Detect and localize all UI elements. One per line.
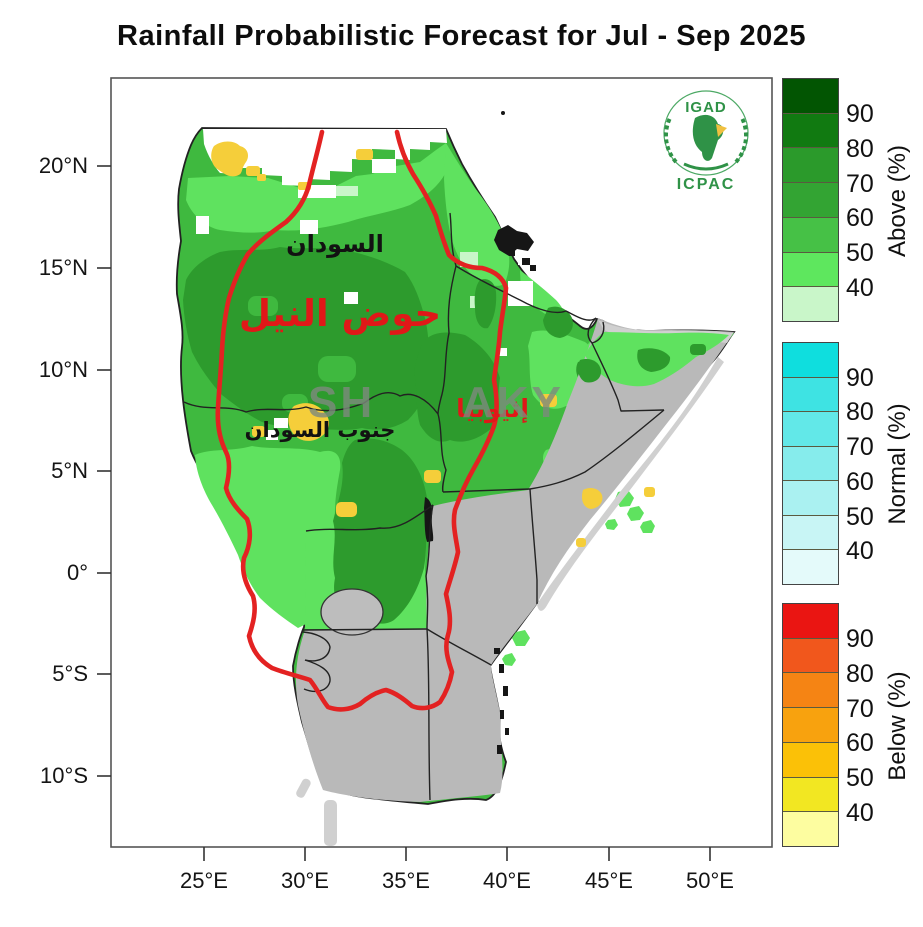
legend-swatch [783,638,838,674]
legend-swatch [783,742,838,778]
legend-swatch [783,148,838,184]
axis-ticks [97,165,711,861]
y-tick-5s: 5°S [52,661,88,686]
legend-normal-title: Normal (%) [884,403,911,525]
legend-swatch [783,604,838,639]
legend-below-70: 70 [846,695,874,723]
y-tick-0: 0° [66,560,88,585]
legend-below-40: 40 [846,799,874,827]
label-south-sudan: جنوب السودان [244,418,396,442]
legend-swatch [783,412,838,447]
legend-swatch [783,343,838,378]
lake-victoria [320,588,384,636]
nile-basin-boundary [215,129,509,712]
legend-normal-40: 40 [846,537,874,565]
legend-swatch [783,550,838,585]
plot-frame [110,77,773,848]
x-tick-50e: 50°E [686,868,734,893]
page-title: Rainfall Probabilistic Forecast for Jul … [117,20,806,52]
legend-above-60: 60 [846,204,874,232]
x-tick-45e: 45°E [585,868,633,893]
legend-swatch [783,252,838,288]
legend-bar-below [782,603,839,847]
legend-normal-50: 50 [846,503,874,531]
legend-above-title: Above (%) [884,144,911,258]
legend-swatch [783,777,838,813]
legend-swatch [783,217,838,253]
legend-below-90: 90 [846,625,874,653]
legend-swatch [783,481,838,516]
legend-below-60: 60 [846,729,874,757]
legend-normal-90: 90 [846,364,874,392]
logo-africa-shape [692,114,724,161]
logo-horn-shape [716,124,727,137]
y-tick-10s: 10°S [40,763,88,788]
label-nile-basin: حوض النيل [238,292,442,335]
black-marks [424,111,536,754]
logo-icpac-text: ICPAC [676,176,736,193]
logo-igad-text: IGAD [685,99,727,116]
legend-below-title: Below (%) [884,671,911,781]
y-tick-10n: 10°N [38,357,88,382]
legend-above-40: 40 [846,274,874,302]
igad-logo [663,90,749,176]
somaliland-dark-specks [577,344,706,383]
legend-below-50: 50 [846,764,874,792]
legend-below-80: 80 [846,660,874,688]
country-borders [183,212,665,801]
legend-swatch [783,79,838,114]
legend-normal-80: 80 [846,398,874,426]
legend-normal-70: 70 [846,433,874,461]
label-ethiopia: إثيوبيا [456,394,529,423]
legend-swatch [783,377,838,413]
legend-swatch [783,673,838,709]
legend-swatch [783,287,838,322]
y-tick-20n: 20°N [38,153,88,178]
legend-normal-60: 60 [846,468,874,496]
legend-bar-normal [782,342,839,585]
legend-above-50: 50 [846,239,874,267]
legend-above-90: 90 [846,100,874,128]
legend-swatch [783,515,838,551]
watermark-fragment-right: AKY [462,378,564,427]
legend-above-80: 80 [846,135,874,163]
y-tick-15n: 15°N [38,255,88,280]
x-tick-30e: 30°E [281,868,329,893]
legend-above-70: 70 [846,170,874,198]
x-tick-25e: 25°E [180,868,228,893]
watermark-fragment-left: SH [308,378,376,427]
gray-mask-region [295,318,734,802]
legend-swatch [783,812,838,847]
label-sudan: السودان [286,230,384,258]
legend-bar-above [782,78,839,322]
legend-swatch [783,113,838,149]
legend-swatch [783,446,838,482]
x-tick-40e: 40°E [483,868,531,893]
legend-swatch [783,708,838,743]
x-tick-35e: 35°E [382,868,430,893]
legend-swatch [783,183,838,218]
y-tick-5n: 5°N [51,458,88,483]
prob-dark-green-areas [183,247,696,624]
yellow-patches [211,141,655,547]
